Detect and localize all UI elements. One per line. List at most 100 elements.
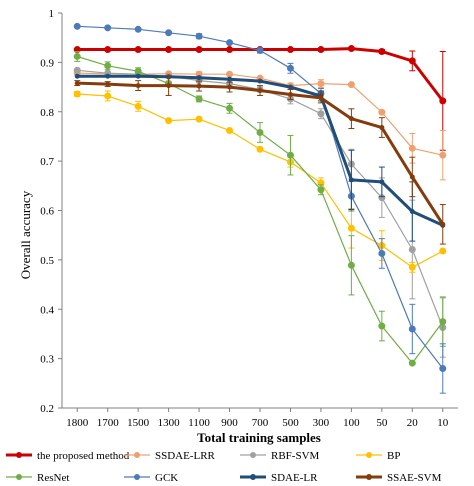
data-point xyxy=(226,127,234,135)
x-tick-label: 100 xyxy=(343,417,360,429)
legend-item: the proposed method xyxy=(6,450,130,462)
legend-swatch-marker xyxy=(16,452,22,458)
x-tick-label: 500 xyxy=(282,417,299,429)
data-point xyxy=(226,70,234,78)
data-point xyxy=(347,224,355,232)
x-tick-label: 700 xyxy=(252,417,269,429)
legend-item: SSDAE-LRR xyxy=(124,450,216,462)
x-axis-label: Total training samples xyxy=(197,430,321,445)
y-tick-label: 0.4 xyxy=(40,304,54,316)
data-point xyxy=(318,95,324,101)
data-point xyxy=(439,365,447,372)
y-tick-label: 1 xyxy=(49,8,55,20)
plot-area xyxy=(73,22,447,394)
data-point xyxy=(195,32,203,40)
data-point xyxy=(317,80,325,88)
legend-label: SDAE-LR xyxy=(271,472,318,484)
legend-label: SSAE-SVM xyxy=(387,472,442,484)
data-point xyxy=(195,95,203,103)
data-point xyxy=(256,47,264,55)
data-point xyxy=(134,102,142,110)
legend-item: RBF-SVM xyxy=(240,450,320,462)
data-point xyxy=(286,64,294,72)
data-point xyxy=(134,25,142,33)
legend-swatch-marker xyxy=(250,452,256,458)
y-tick-label: 0.3 xyxy=(40,354,54,366)
data-point xyxy=(105,73,111,79)
x-tick-label: 1100 xyxy=(188,417,210,429)
data-point xyxy=(196,75,202,81)
data-point xyxy=(439,151,447,159)
data-point xyxy=(165,117,173,125)
data-point xyxy=(104,46,112,54)
data-point xyxy=(104,62,112,70)
data-point xyxy=(134,67,142,75)
data-point xyxy=(74,80,80,86)
y-tick-label: 0.8 xyxy=(40,107,54,119)
data-point xyxy=(439,247,447,255)
x-tick-label: 50 xyxy=(376,417,388,429)
legend-item: SDAE-LR xyxy=(240,472,318,484)
data-point xyxy=(286,151,294,159)
data-point xyxy=(105,81,111,87)
series-4 xyxy=(73,51,447,367)
data-point xyxy=(348,177,354,183)
legend-item: BP xyxy=(356,450,400,462)
legend-label: SSDAE-LRR xyxy=(155,450,216,462)
data-point xyxy=(195,115,203,123)
data-point xyxy=(135,83,141,89)
data-point xyxy=(256,145,264,153)
data-point xyxy=(439,318,447,326)
data-point xyxy=(439,97,447,105)
data-point xyxy=(257,78,263,84)
x-tick-label: 300 xyxy=(313,417,330,429)
x-tick-label: 900 xyxy=(221,417,238,429)
data-point xyxy=(317,110,325,118)
legend-item: SSAE-SVM xyxy=(356,472,442,484)
legend-label: BP xyxy=(387,450,400,462)
legend-label: GCK xyxy=(155,472,178,484)
data-point xyxy=(256,128,264,136)
data-point xyxy=(408,246,416,254)
legend-swatch-marker xyxy=(366,452,372,458)
data-point xyxy=(317,46,325,54)
x-tick-label: 1800 xyxy=(66,417,89,429)
data-point xyxy=(409,174,415,180)
data-point xyxy=(317,186,325,194)
x-tick-label: 20 xyxy=(407,417,419,429)
x-tick-label: 1300 xyxy=(158,417,181,429)
data-point xyxy=(104,92,112,100)
data-point xyxy=(347,81,355,89)
data-point xyxy=(227,76,233,82)
data-point xyxy=(196,83,202,89)
data-point xyxy=(347,261,355,269)
legend-swatch-marker xyxy=(366,474,372,480)
data-point xyxy=(286,46,294,54)
data-point xyxy=(287,91,293,97)
data-point xyxy=(379,179,385,185)
data-point xyxy=(347,45,355,53)
legend-swatch-marker xyxy=(134,474,140,480)
data-point xyxy=(73,22,81,30)
data-point xyxy=(409,208,415,214)
data-point xyxy=(227,84,233,90)
legend-item: GCK xyxy=(124,472,178,484)
data-point xyxy=(378,249,386,257)
data-point xyxy=(226,104,234,112)
data-point xyxy=(165,46,173,54)
data-point xyxy=(379,125,385,131)
data-point xyxy=(226,46,234,54)
series-7 xyxy=(74,75,446,245)
legend-item: ResNet xyxy=(6,472,69,484)
legend-label: ResNet xyxy=(37,472,69,484)
legend-swatch-marker xyxy=(250,474,256,480)
data-point xyxy=(74,73,80,79)
data-point xyxy=(73,52,81,60)
data-point xyxy=(104,24,112,32)
data-point xyxy=(166,83,172,89)
data-point xyxy=(165,29,173,37)
data-point xyxy=(257,88,263,94)
data-point xyxy=(408,325,416,333)
